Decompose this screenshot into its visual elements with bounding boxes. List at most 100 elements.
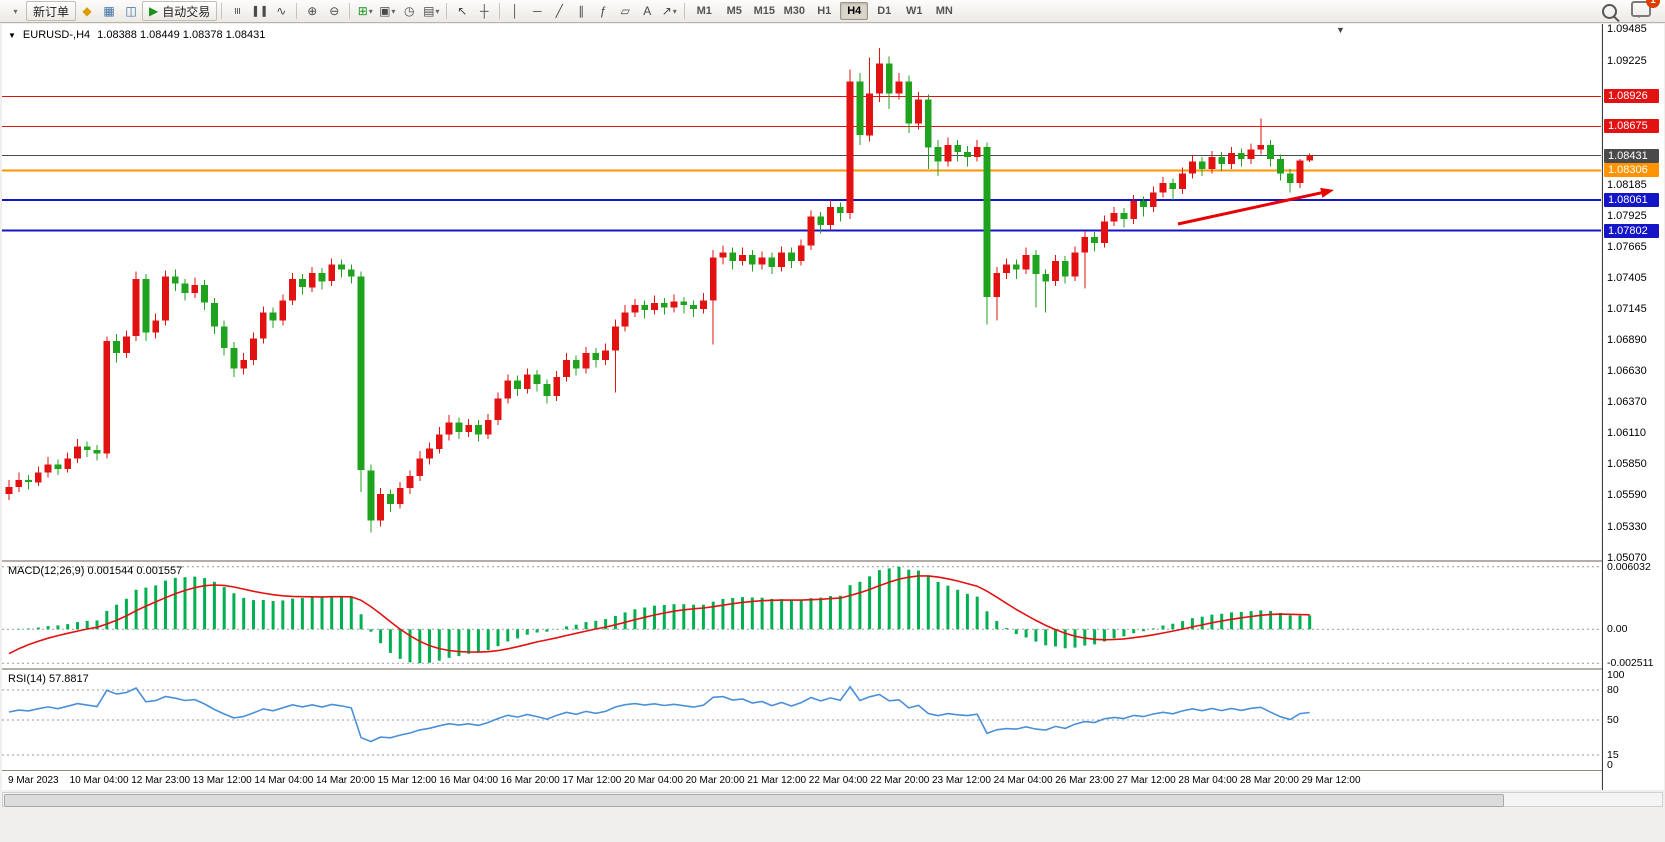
toolbar-dropdown-icon[interactable]: ▾	[13, 6, 18, 16]
zoom-in-icon[interactable]: ⊕	[307, 4, 318, 18]
time-axis-label: 13 Mar 12:00	[192, 775, 252, 786]
timeframe-m1[interactable]: M1	[696, 5, 712, 17]
candle-body	[954, 144, 962, 152]
clock-icon[interactable]: ◷	[404, 4, 415, 18]
candle-body	[788, 252, 795, 261]
zoom-out-icon[interactable]: ⊖	[329, 4, 340, 18]
main-toolbar: ▾ 新订单 ◆ ▦ ◫ ▶ 自动交易 ≡ ▌▐ ∿ ⊕ ⊖ ⊞ ▾ ▣ ▾ ◷ ▤ ▾…	[0, 0, 1665, 23]
candle-body	[357, 276, 365, 471]
autotrading-play-icon: ▶	[149, 4, 159, 18]
candle-body	[494, 398, 502, 420]
panel-splitter[interactable]	[2, 668, 1663, 670]
candle-body	[1247, 149, 1255, 160]
templates-icon[interactable]: ▤ ▾	[423, 4, 440, 18]
time-axis-label: 14 Mar 04:00	[254, 775, 314, 786]
arrow-annotation-head	[1320, 187, 1334, 198]
candle-body	[797, 245, 805, 261]
shapes-tool-icon[interactable]: ▱	[620, 4, 630, 18]
candle-body	[1052, 260, 1059, 282]
toolbar-separator	[349, 3, 351, 19]
macd-canvas[interactable]: MACD(12,26,9) 0.001544 0.001557	[2, 562, 1601, 668]
cursor-icon[interactable]: ↖	[457, 4, 468, 18]
vertical-line-tool-icon[interactable]: │	[511, 4, 520, 18]
scrollbar-thumb[interactable]	[4, 794, 1504, 807]
candle-body	[1110, 213, 1118, 222]
time-axis-label: 24 Mar 04:00	[993, 775, 1053, 786]
candle-body	[377, 494, 384, 521]
candle-body	[1228, 153, 1235, 164]
candle-body	[347, 269, 355, 277]
candle-body	[93, 449, 101, 454]
panel-splitter[interactable]	[2, 560, 1663, 562]
line-chart-mode-icon[interactable]: ∿	[276, 4, 287, 18]
new-chart-icon[interactable]: ⊞ ▾	[357, 4, 373, 18]
main-chart-canvas[interactable]: ▼ EURUSD-,H4 1.08388 1.08449 1.08378 1.0…	[2, 24, 1601, 560]
price-axis-label: 1.09225	[1607, 54, 1647, 67]
candle-body	[64, 458, 72, 470]
price-axis-label: 1.06370	[1607, 396, 1647, 409]
terminal-window-icon[interactable]: ◫	[125, 4, 137, 18]
candlestick-mode-icon[interactable]: ▌▐	[253, 6, 266, 16]
time-axis-label: 28 Mar 04:00	[1178, 775, 1238, 786]
timeframe-m15[interactable]: M15	[753, 5, 775, 17]
price-axis[interactable]: 1.09485 1.09225 1.08185 1.07925 1.07665 1.074…	[1602, 23, 1664, 790]
price-axis-label: 1.06890	[1607, 333, 1647, 346]
fibonacci-tool-icon[interactable]: ƒ	[599, 4, 607, 18]
timeframe-m30[interactable]: M30	[783, 5, 805, 17]
candle-body	[885, 63, 893, 94]
autotrading-button[interactable]: ▶ 自动交易	[142, 1, 218, 21]
candle-body	[768, 257, 776, 267]
candle-body	[807, 216, 815, 246]
timeframe-m5[interactable]: M5	[726, 5, 742, 17]
candle-body	[1120, 213, 1128, 219]
metaquotes-icon[interactable]: ◆	[82, 4, 92, 18]
text-tool-icon[interactable]: A	[643, 4, 652, 18]
candle-body	[308, 272, 316, 288]
time-axis-label: 23 Mar 12:00	[932, 775, 991, 786]
timeframe-h1[interactable]: H1	[817, 5, 832, 17]
macd-axis-label: 0.006032	[1607, 561, 1651, 573]
arrows-tool-icon[interactable]: ↗ ▾	[661, 4, 677, 18]
time-axis[interactable]: 9 Mar 2023 10 Mar 04:00 12 Mar 23:00 13 Mar…	[2, 771, 1601, 790]
candle-body	[553, 376, 561, 396]
charts-window-icon[interactable]: ▦	[103, 4, 115, 18]
candle-body	[641, 305, 649, 310]
candle-body	[1003, 264, 1010, 273]
time-axis-label: 16 Mar 04:00	[439, 775, 499, 786]
one-click-trading-toggle[interactable]: ▼	[8, 30, 16, 40]
timeframe-w1[interactable]: W1	[906, 5, 923, 17]
chart-shift-marker[interactable]: ▼	[1336, 25, 1345, 35]
trendline-tool-icon[interactable]: ╱	[555, 4, 563, 18]
crosshair-icon[interactable]: ┼	[480, 4, 489, 18]
arrow-annotation[interactable]	[1177, 191, 1322, 226]
chat-icon[interactable]: 1	[1631, 0, 1660, 22]
bar-chart-mode-icon[interactable]: ≡	[230, 7, 245, 15]
candle-body	[1179, 173, 1186, 190]
rsi-canvas[interactable]: RSI(14) 57.8817	[2, 670, 1601, 770]
new-order-button[interactable]: 新订单	[26, 1, 77, 21]
candle-body	[396, 488, 404, 504]
candle-body	[435, 434, 443, 449]
channel-tool-icon[interactable]: ∥	[578, 4, 585, 18]
search-icon[interactable]	[1602, 3, 1617, 19]
timeframe-h4[interactable]: H4	[840, 2, 869, 20]
candle-body	[572, 360, 580, 369]
horizontal-scrollbar[interactable]	[2, 792, 1663, 807]
time-axis-label: 20 Mar 04:00	[624, 775, 683, 786]
timeframe-d1[interactable]: D1	[877, 5, 892, 17]
candle-body	[269, 312, 277, 321]
candle-body	[445, 422, 453, 435]
candle-body	[778, 252, 785, 267]
profiles-icon[interactable]: ▣ ▾	[379, 4, 396, 18]
resistance-upper-price-tag: 1.08926	[1604, 89, 1659, 104]
candle-body	[924, 99, 932, 148]
candle-body	[1306, 155, 1314, 161]
horizontal-line-tool-icon[interactable]: ─	[533, 4, 542, 18]
time-axis-label: 20 Mar 20:00	[685, 775, 745, 786]
candle-body	[621, 312, 629, 327]
price-axis-label: 1.05070	[1607, 551, 1647, 564]
candle-body	[5, 487, 13, 495]
time-axis-label: 9 Mar 2023	[8, 775, 59, 786]
candle-body	[719, 252, 727, 258]
timeframe-mn[interactable]: MN	[935, 5, 953, 17]
